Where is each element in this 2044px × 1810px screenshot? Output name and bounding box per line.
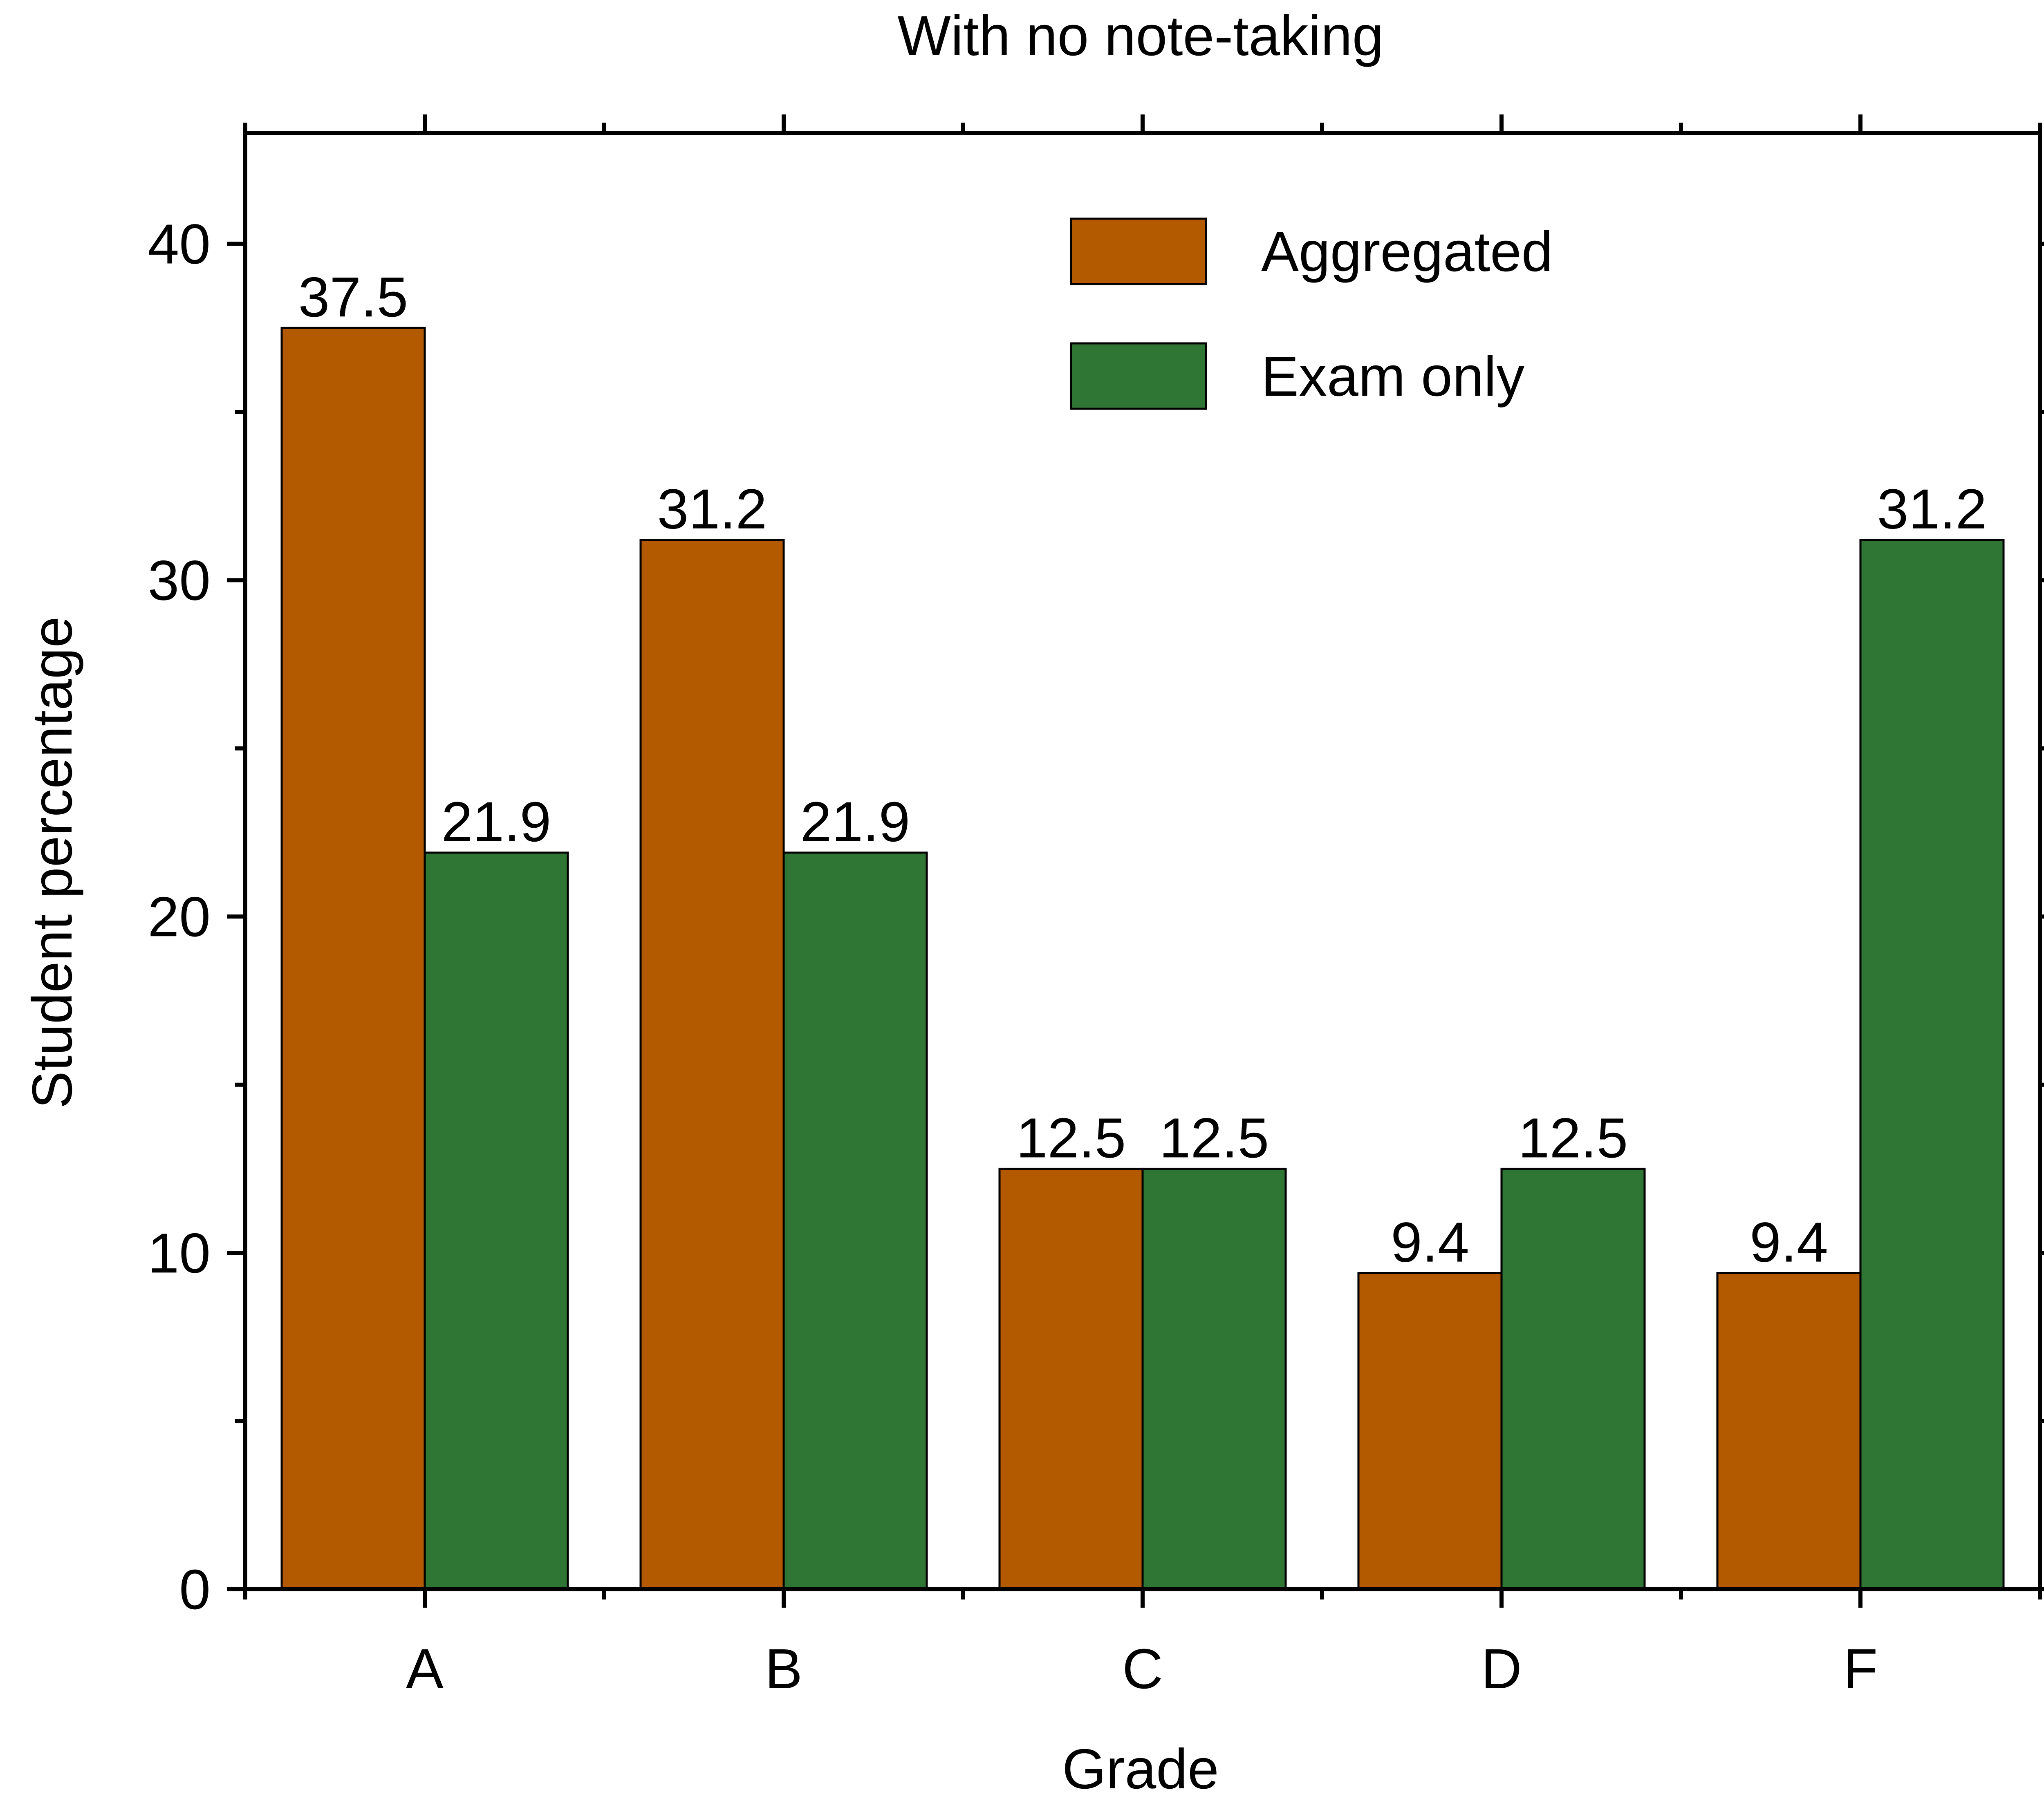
value-label: 21.9 <box>442 791 551 853</box>
y-tick-label: 10 <box>148 1222 211 1285</box>
bar-aggregated-C <box>998 1167 1144 1590</box>
legend-label: Aggregated <box>1261 220 1553 283</box>
y-tick-label: 20 <box>148 885 211 948</box>
value-label: 9.4 <box>1391 1211 1469 1274</box>
x-tick-label: C <box>1122 1638 1163 1700</box>
bar-aggregated-A <box>280 327 426 1590</box>
bar-exam-only-C <box>1141 1167 1287 1590</box>
bar-exam-only-A <box>424 851 569 1590</box>
legend: Aggregated Exam only <box>1070 217 1553 410</box>
y-tick-label: 40 <box>148 213 211 276</box>
legend-label: Exam only <box>1261 345 1524 408</box>
value-label: 9.4 <box>1750 1211 1828 1274</box>
x-tick-label: A <box>406 1638 444 1700</box>
value-label: 21.9 <box>800 791 910 853</box>
x-tick-label: F <box>1843 1638 1878 1700</box>
bar-aggregated-F <box>1716 1272 1862 1590</box>
bar-exam-only-F <box>1859 539 2005 1590</box>
bar-exam-only-B <box>782 851 928 1590</box>
value-label: 12.5 <box>1518 1107 1628 1169</box>
chart-title: With no note-taking <box>898 4 1384 67</box>
value-label: 37.5 <box>298 266 408 329</box>
bar-aggregated-D <box>1357 1272 1503 1590</box>
bar-aggregated-B <box>639 539 785 1590</box>
value-label: 12.5 <box>1159 1107 1269 1169</box>
value-label: 31.2 <box>1877 478 1987 541</box>
x-tick-label: D <box>1481 1638 1522 1700</box>
y-axis-label: Student percentage <box>21 616 84 1109</box>
y-tick-label: 0 <box>179 1558 211 1621</box>
bar-exam-only-D <box>1500 1167 1646 1590</box>
plot-area: 37.5 31.2 12.5 9.4 9.4 21.9 21.9 12.5 12.5 31.2 0 1… <box>148 114 2044 1700</box>
value-label: 31.2 <box>657 478 767 541</box>
x-axis-label: Grade <box>1062 1738 1219 1801</box>
legend-swatch-exam-only <box>1070 342 1207 410</box>
x-tick-label: B <box>765 1638 802 1700</box>
value-label: 12.5 <box>1016 1107 1126 1169</box>
y-tick-label: 30 <box>148 549 211 612</box>
legend-swatch-aggregated <box>1070 217 1207 285</box>
